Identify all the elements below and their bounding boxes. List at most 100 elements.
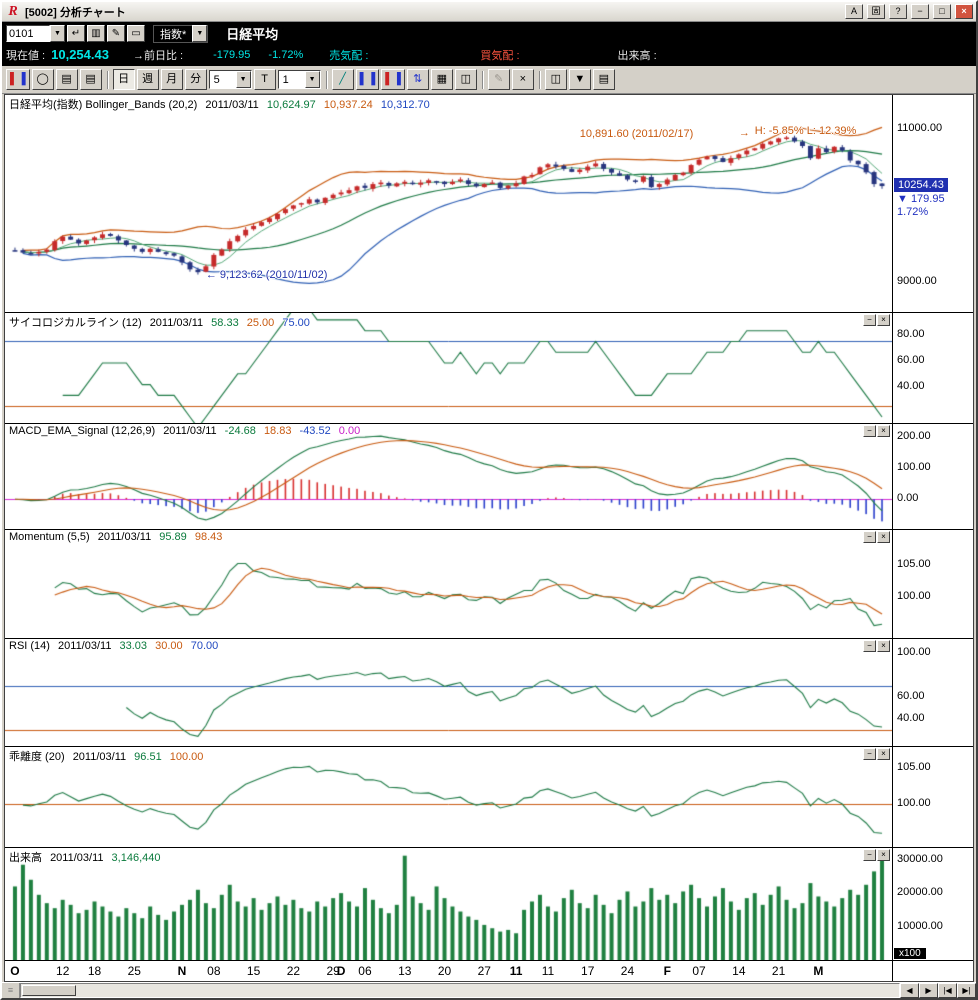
panel-controls: − × <box>863 849 890 861</box>
panel-controls: − × <box>863 531 890 543</box>
axis-label: 100.00 <box>897 646 931 659</box>
bars-icon: ▐ <box>367 73 376 85</box>
psychological-canvas[interactable] <box>5 313 892 423</box>
psychological-value: 58.33 <box>211 317 239 329</box>
main-chart-canvas[interactable] <box>5 95 892 312</box>
market-type-select[interactable]: 指数* ▼ <box>153 24 209 43</box>
axis-label: 105.00 <box>897 557 931 570</box>
x-axis-tick: 08 <box>207 964 221 978</box>
axis-label: 60.00 <box>897 353 925 366</box>
tick-button[interactable]: T <box>253 69 276 90</box>
panel-close-button[interactable]: × <box>877 314 890 326</box>
maximize-button[interactable]: □ <box>933 4 951 19</box>
panel-controls: − × <box>863 748 890 760</box>
panel-close-button[interactable]: × <box>877 425 890 437</box>
draw-mode-button[interactable]: ▭ <box>127 25 145 42</box>
scroll-left-button[interactable]: ◀ <box>900 983 919 998</box>
candle-icon: ▐ <box>17 73 26 85</box>
panel-minimize-button[interactable]: − <box>863 425 876 437</box>
save-image-button[interactable]: ▤ <box>592 69 615 90</box>
split-dropdown-button[interactable]: ▼ <box>568 69 591 90</box>
axis-label: 9000.00 <box>897 274 937 287</box>
close-button[interactable]: × <box>955 4 973 19</box>
panel-minimize-button[interactable]: − <box>863 640 876 652</box>
axis-label: 20000.00 <box>897 886 943 899</box>
panel-close-button[interactable]: × <box>877 849 890 861</box>
compare-chart-button[interactable]: ▌▐ <box>381 69 405 90</box>
panel-minimize-button[interactable]: − <box>863 531 876 543</box>
watchlist-button[interactable]: ▥ <box>87 25 105 42</box>
font-size-button[interactable]: A <box>845 4 863 19</box>
momentum-canvas[interactable] <box>5 530 892 638</box>
rsi-plot: RSI (14) 2011/03/11 33.03 30.00 70.00 − … <box>5 639 893 746</box>
chart-scrollbar-thumb[interactable] <box>22 985 76 996</box>
panel-close-button[interactable]: × <box>877 531 890 543</box>
volume-overlay-button[interactable]: ▌▐ <box>355 69 380 90</box>
minute-count-select[interactable]: 5 ▼ <box>208 70 252 89</box>
x-axis-tick: F <box>663 964 671 978</box>
minute-count-dropdown-button[interactable]: ▼ <box>235 71 251 88</box>
bars-icon: ▌ <box>359 73 368 85</box>
period-minute-button[interactable]: 分 <box>184 69 207 90</box>
zoom-button[interactable]: ◯ <box>31 69 54 90</box>
jump-start-button[interactable]: |◀ <box>938 983 957 998</box>
panel-minimize-button[interactable]: − <box>863 849 876 861</box>
panel-minimize-button[interactable]: − <box>863 748 876 760</box>
help-button[interactable]: ? <box>889 4 907 19</box>
minimize-button[interactable]: − <box>911 4 929 19</box>
axis-label: 80.00 <box>897 328 925 340</box>
volume-canvas[interactable] <box>5 848 892 960</box>
x-axis-tick: D <box>336 964 346 978</box>
x-axis-labels: O 12 18 25 N 08 15 22 29 D 06 13 20 27 11 11 17 24 F 07 14 21… <box>5 961 893 981</box>
clear-drawing-button[interactable]: × <box>511 69 534 90</box>
title-bar[interactable]: R [5002] 分析チャート A 固 ? − □ × <box>2 2 976 22</box>
trendline-button[interactable]: ╱ <box>331 69 354 90</box>
new-page-button[interactable]: ▤ <box>79 69 102 90</box>
market-type-dropdown-button[interactable]: ▼ <box>192 25 208 42</box>
x-axis-tick: 11 <box>509 964 523 978</box>
deviation-canvas[interactable] <box>5 747 892 847</box>
scroll-right-button[interactable]: ▶ <box>919 983 938 998</box>
quote-row-values: 現在値 : 10,254.43 →前日比 : -179.95 -1.72% 売気… <box>6 44 972 65</box>
main-price-axis: 10254.43 ▼ 179.95 1.72% 11000.00 9000.00 <box>893 95 973 312</box>
layout-button[interactable]: ◫ <box>454 69 477 90</box>
edit-drawing-button[interactable]: ✎ <box>487 69 510 90</box>
macd-canvas[interactable] <box>5 424 892 529</box>
panel-close-button[interactable]: × <box>877 640 890 652</box>
memo-button[interactable]: ✎ <box>107 25 125 42</box>
symbol-code-input[interactable] <box>6 25 50 42</box>
copy-chart-button[interactable]: ▤ <box>55 69 78 90</box>
enter-code-button[interactable]: ↵ <box>67 25 85 42</box>
period-week-button[interactable]: 週 <box>136 69 159 90</box>
trendline-icon: ╱ <box>339 73 346 85</box>
panel-close-button[interactable]: × <box>877 748 890 760</box>
resize-grip[interactable]: ≡ <box>2 983 20 998</box>
x-axis-tick: M <box>813 964 824 978</box>
split-window-button[interactable]: ◫ <box>544 69 567 90</box>
symbol-code-dropdown-button[interactable]: ▼ <box>50 25 65 42</box>
candlestick-tool-button[interactable]: ▌▐ <box>6 69 30 90</box>
macd-title: MACD_EMA_Signal (12,26,9) <box>9 425 156 437</box>
tick-count-select[interactable]: 1 ▼ <box>277 70 321 89</box>
momentum-title: Momentum (5,5) <box>9 531 90 543</box>
price-change-badge: ▼ 179.95 <box>897 193 945 206</box>
jump-end-button[interactable]: ▶| <box>957 983 976 998</box>
pin-window-button[interactable]: 固 <box>867 4 885 19</box>
deviation-ref-value: 100.00 <box>169 751 204 763</box>
period-day-button[interactable]: 日 <box>112 69 135 90</box>
tick-count-dropdown-button[interactable]: ▼ <box>304 71 320 88</box>
chart-scrollbar-track[interactable] <box>20 983 900 998</box>
axis-label: 40.00 <box>897 711 925 724</box>
axis-label: 100.00 <box>897 460 931 473</box>
updown-marks-button[interactable]: ⇅ <box>406 69 429 90</box>
macd-plot: MACD_EMA_Signal (12,26,9) 2011/03/11 -24… <box>5 424 893 529</box>
volume-header: 出来高 2011/03/11 3,146,440 <box>9 849 165 865</box>
grid-button[interactable]: ▦ <box>430 69 453 90</box>
psychological-plot: サイコロジカルライン (12) 2011/03/11 58.33 25.00 7… <box>5 313 893 423</box>
deviation-value: 96.51 <box>134 751 162 763</box>
rsi-canvas[interactable] <box>5 639 892 746</box>
period-month-button[interactable]: 月 <box>160 69 183 90</box>
panel-minimize-button[interactable]: − <box>863 314 876 326</box>
chart-region: 日経平均(指数) Bollinger_Bands (20,2) 2011/03/… <box>4 94 974 982</box>
